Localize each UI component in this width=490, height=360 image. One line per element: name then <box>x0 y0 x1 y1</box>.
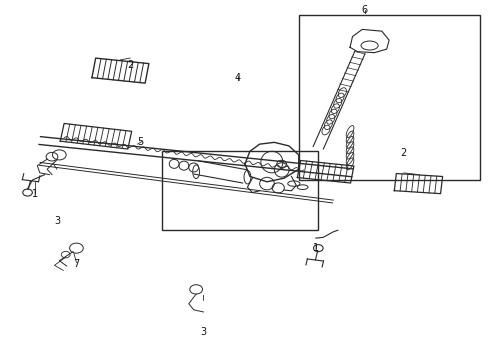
Bar <box>299 15 480 180</box>
Text: 3: 3 <box>54 216 60 226</box>
Bar <box>162 151 318 230</box>
Text: 6: 6 <box>362 5 368 15</box>
Text: 4: 4 <box>235 73 241 83</box>
Text: 1: 1 <box>32 189 38 199</box>
Text: 2: 2 <box>127 60 133 70</box>
Text: 5: 5 <box>137 138 143 147</box>
Text: 1: 1 <box>313 243 319 253</box>
Text: 7: 7 <box>74 259 79 269</box>
Text: 3: 3 <box>200 327 206 337</box>
Text: 2: 2 <box>401 148 407 158</box>
